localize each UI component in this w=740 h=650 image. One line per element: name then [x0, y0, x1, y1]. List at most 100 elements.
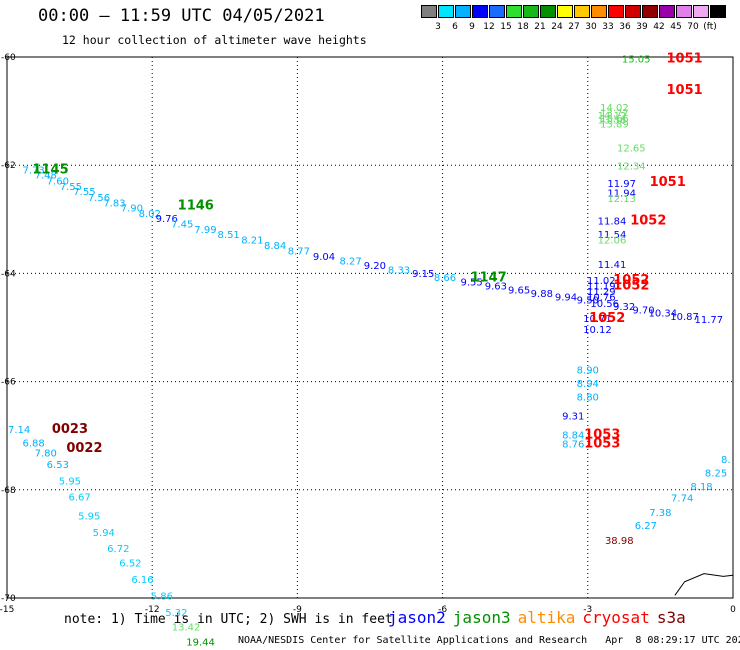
- swh-label: 7.74: [671, 494, 693, 505]
- swh-label: 7.99: [194, 225, 216, 236]
- swh-label: 7.80: [35, 448, 57, 459]
- swh-label: 13.42: [172, 622, 201, 633]
- swh-label: 12.13: [607, 194, 636, 205]
- swh-label: 7.38: [649, 508, 671, 519]
- colorbar-tick-label: 70: [687, 22, 699, 32]
- colorbar-swatch: [455, 5, 471, 18]
- colorbar-swatch: [608, 5, 624, 18]
- colorbar-tick-label: 21: [534, 22, 546, 32]
- colorbar-tick-label: 45: [670, 22, 682, 32]
- legend-jason2: jason2: [388, 608, 446, 627]
- colorbar-tick-label: 9: [469, 22, 475, 32]
- swh-label: 11.54: [598, 230, 627, 241]
- colorbar-tick-label: 42: [653, 22, 665, 32]
- pass-time-label: 1053: [584, 437, 620, 452]
- pass-time-label: 1053: [584, 427, 620, 442]
- swh-label: 13.56: [598, 116, 627, 127]
- swh-label: 12.06: [598, 236, 627, 247]
- chart-title: 00:00 – 11:59 UTC 04/05/2021: [38, 6, 325, 26]
- colorbar-tick-label: (ft): [703, 22, 717, 32]
- swh-label: 7.56: [88, 193, 110, 204]
- x-tick-label: -6: [438, 605, 447, 615]
- legend-cryosat: cryosat: [582, 608, 650, 627]
- swh-label: 10.71: [583, 314, 612, 325]
- colorbar-tick-label: 12: [483, 22, 495, 32]
- swh-label: 8.76: [562, 440, 584, 451]
- data-labels: 7.737.487.607.557.557.567.837.908.029.76…: [8, 54, 731, 648]
- swh-label: 7.60: [47, 177, 69, 188]
- swh-label: 8.80: [577, 393, 599, 404]
- swh-label: 9.31: [562, 411, 584, 422]
- swh-label: 8.66: [434, 273, 456, 284]
- colorbar-tick-label: 15: [500, 22, 512, 32]
- pass-time-label: 0023: [52, 422, 88, 437]
- swh-label: 9.04: [313, 252, 335, 263]
- swh-label: 8.84: [264, 241, 286, 252]
- colorbar-swatch: [438, 5, 454, 18]
- colorbar-tick-label: 6: [452, 22, 458, 32]
- x-tick-label: 0: [730, 605, 736, 615]
- swh-label: 6.67: [68, 493, 90, 504]
- swh-label: 11.94: [607, 189, 636, 200]
- swh-label: 8.18: [690, 482, 712, 493]
- pass-time-label: 1147: [470, 271, 506, 286]
- swh-label: 5.86: [151, 592, 173, 603]
- swh-label: 19.44: [186, 638, 215, 649]
- swh-label: 11.19: [587, 282, 616, 293]
- swh-label: 10.34: [648, 309, 677, 320]
- swh-label: 9.50: [577, 296, 599, 307]
- swh-label: 8.77: [288, 246, 310, 257]
- swh-label: 9.94: [555, 292, 577, 303]
- swh-label: 8.90: [577, 365, 599, 376]
- colorbar-swatch: [591, 5, 607, 18]
- colorbar-swatch: [659, 5, 675, 18]
- legend-s3a: s3a: [656, 608, 686, 627]
- swh-label: 9.63: [485, 282, 507, 293]
- swh-label: 8.51: [218, 230, 240, 241]
- y-tick-label: -66: [1, 378, 16, 388]
- x-tick-label: -12: [145, 605, 160, 615]
- colorbar-swatch: [472, 5, 488, 18]
- swh-label: 10.76: [587, 292, 616, 303]
- grid-lines: [7, 57, 733, 598]
- colorbar-tick-label: 18: [517, 22, 529, 32]
- swh-label: 13.89: [600, 119, 629, 130]
- colorbar-swatch: [642, 5, 658, 18]
- swh-label: 13.77: [600, 109, 629, 120]
- swh-label: 5.95: [78, 512, 100, 523]
- plot-frame: [6, 56, 734, 599]
- swh-label: 6.88: [22, 439, 44, 450]
- swh-label: 14.02: [600, 103, 629, 114]
- swh-label: 38.98: [605, 536, 634, 547]
- swh-label: 11.29: [587, 287, 616, 298]
- legend-altika: altika: [517, 608, 576, 627]
- colorbar-swatch: [489, 5, 505, 18]
- colorbar-tick-label: 27: [568, 22, 580, 32]
- x-tick-label: -15: [0, 605, 14, 615]
- satellite-legend: jason2 jason3 altika cryosat s3a: [388, 608, 693, 627]
- swh-label: 5.95: [59, 476, 81, 487]
- y-tick-label: -68: [1, 486, 16, 496]
- colorbar-tick-label: 24: [551, 22, 563, 32]
- swh-label: 15.05: [622, 54, 651, 65]
- y-tick-label: -60: [1, 53, 16, 63]
- pass-time-label: 1051: [667, 83, 703, 98]
- colorbar-swatch: [710, 5, 726, 18]
- colorbar-swatch: [540, 5, 556, 18]
- colorbar-tick-label: 3: [435, 22, 441, 32]
- colorbar-swatch: [693, 5, 709, 18]
- swh-label: 11.97: [607, 179, 636, 190]
- swh-label: 9.65: [508, 285, 530, 296]
- pass-time-label: 1052: [613, 279, 649, 294]
- swh-label: 6.72: [107, 544, 129, 555]
- swh-label: 7.48: [35, 171, 57, 182]
- swh-label: 6.16: [131, 575, 153, 586]
- swh-label: 13.66: [600, 114, 629, 125]
- colorbar-tick-label: 36: [619, 22, 631, 32]
- swh-label: 7.73: [22, 165, 44, 176]
- pass-time-label: 0022: [66, 441, 102, 456]
- colorbar-swatch: [506, 5, 522, 18]
- x-tick-label: -3: [583, 605, 592, 615]
- swh-label: 10.87: [670, 312, 699, 323]
- pass-labels: 1145114611471051105110511052105210521052…: [32, 51, 702, 456]
